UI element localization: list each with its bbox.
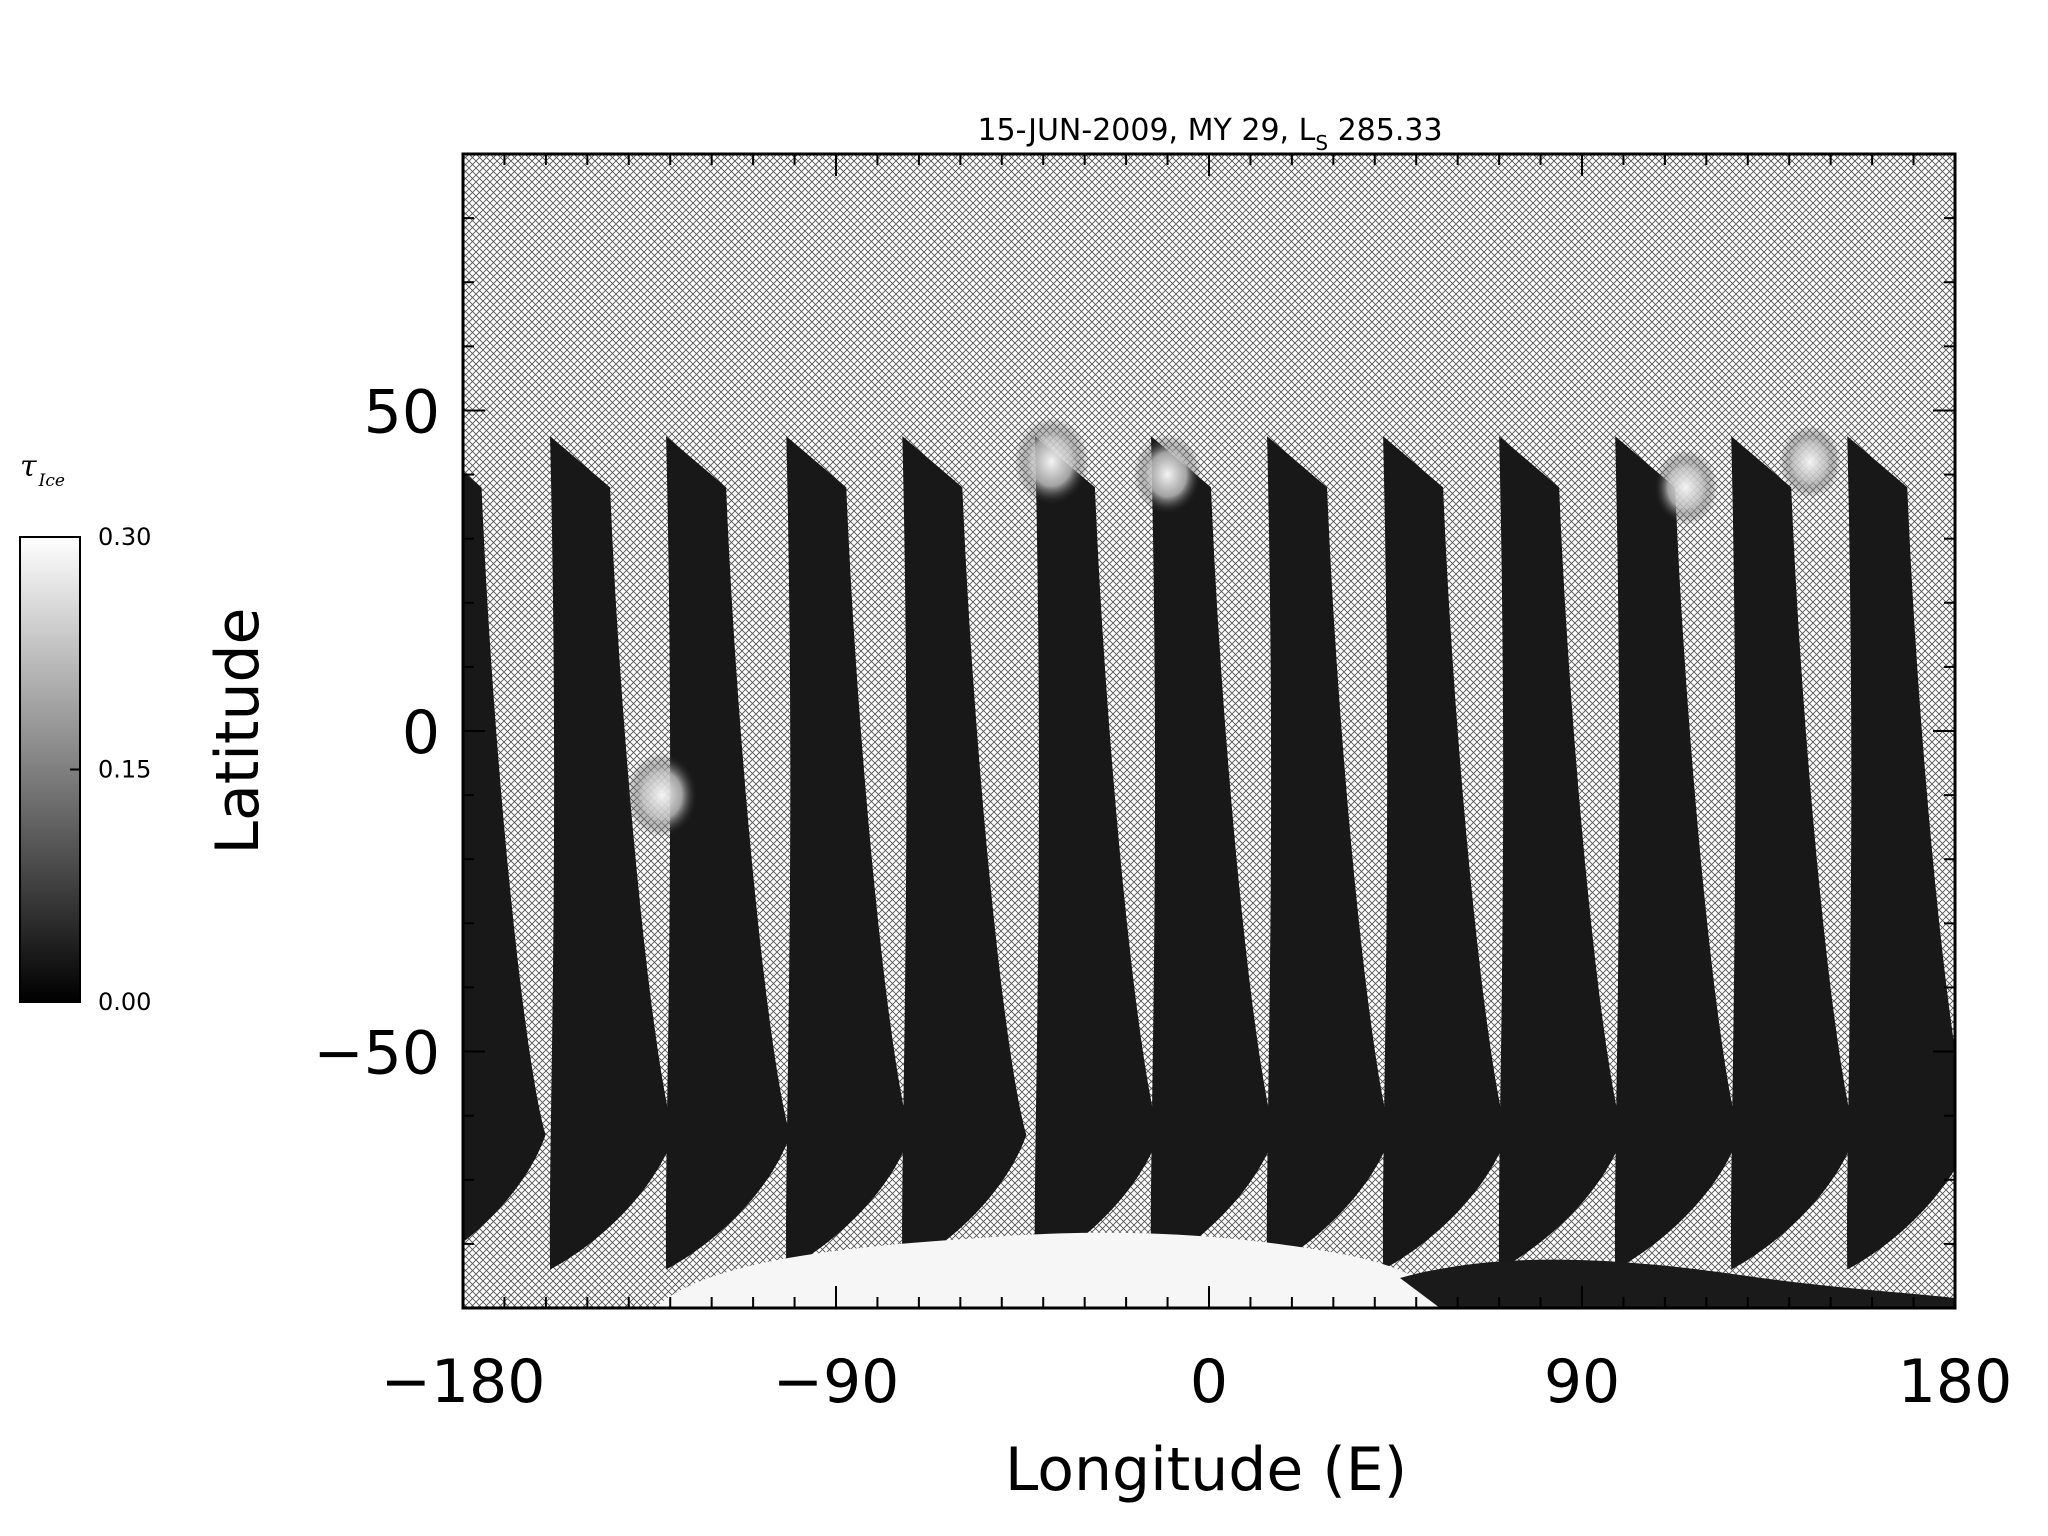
bright-region-3 [1653,449,1718,525]
y-tick-label: 50 [364,377,440,447]
colorbar-tick-label: 0.00 [98,988,151,1016]
swath-5 [1034,436,1159,1270]
plot-area [461,152,1957,1310]
x-tick-label: −90 [773,1347,900,1417]
x-tick-label: 90 [1544,1347,1620,1417]
swath-11 [1730,436,1856,1270]
swath-9 [1498,436,1624,1270]
x-tick-label: −180 [381,1347,546,1417]
colorbar-tick-label: 0.30 [98,523,151,551]
axes: −180 −90 0 90 180 −50 0 50 [313,153,2013,1417]
colorbar: τ Ice 0.00 0.15 0.30 [19,449,151,1016]
swath-0 [463,471,546,1243]
swath-6 [1150,436,1275,1270]
swath-layer [463,436,1955,1270]
bright-region-layer [625,417,1841,838]
bright-region-2 [1133,434,1202,515]
swath-8 [1382,436,1508,1270]
x-tick-label: 180 [1898,1347,2013,1417]
south-polar-cap [655,1232,1440,1308]
y-axis-label: Latitude [203,608,273,855]
bright-region-0 [625,752,698,838]
y-tick-label: −50 [313,1019,440,1089]
colorbar-tick-label: 0.15 [98,756,151,784]
chart-title: 15-JUN-2009, MY 29, LS 285.33 [977,113,1442,155]
south-polar-shadow [1400,1259,1955,1308]
bright-region-1 [1014,417,1089,506]
swath-3 [786,436,911,1270]
swath-7 [1266,436,1392,1270]
x-axis-label: Longitude (E) [1005,1435,1407,1505]
y-tick-label: 0 [402,698,440,768]
x-tick-label: 0 [1190,1347,1228,1417]
swath-10 [1614,436,1740,1270]
swath-2 [665,436,791,1270]
swath-4 [902,436,1027,1270]
colorbar-ticks: 0.00 0.15 0.30 [70,523,151,1016]
swath-12 [1847,436,1955,1270]
bright-region-4 [1779,425,1841,498]
colorbar-label: τ Ice [20,449,65,491]
swath-1 [549,436,675,1270]
